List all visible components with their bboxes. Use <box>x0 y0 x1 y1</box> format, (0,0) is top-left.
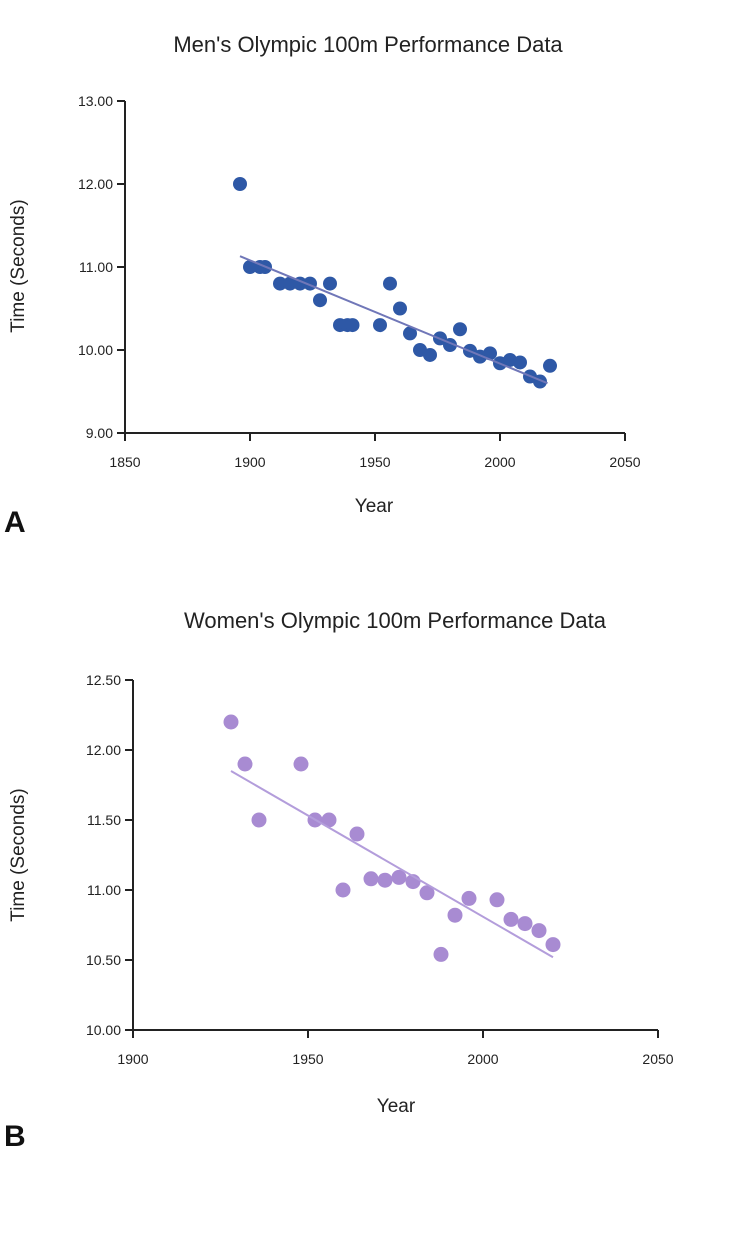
y-tick-label: 12.50 <box>86 672 121 688</box>
y-tick-label: 12.00 <box>78 176 113 192</box>
chart-b-plot: 10.00 10.50 11.00 11.50 12.00 12.50 1900 1950 20… <box>86 672 674 1067</box>
x-tick-label: 2000 <box>484 454 515 470</box>
data-point <box>321 812 337 828</box>
data-point <box>503 911 519 927</box>
x-tick-label: 2050 <box>642 1051 673 1067</box>
data-point <box>345 318 360 333</box>
y-tick-label: 11.50 <box>87 812 121 828</box>
chart-a-title: Men's Olympic 100m Performance Data <box>173 32 563 57</box>
y-tick-label: 9.00 <box>86 425 113 441</box>
data-point <box>433 946 449 962</box>
y-tick-label: 10.50 <box>86 952 121 968</box>
data-point <box>243 260 257 274</box>
x-tick-label: 1900 <box>234 454 265 470</box>
data-point <box>293 756 309 772</box>
data-point <box>237 756 253 772</box>
data-point <box>393 301 407 316</box>
panel-label-b: B <box>4 1120 26 1153</box>
chart-a-plot: 9.00 10.00 11.00 12.00 13.00 1850 1900 1950 2000… <box>78 93 641 470</box>
data-point <box>363 871 379 887</box>
data-point <box>483 346 497 361</box>
x-tick-label: 2000 <box>467 1051 498 1067</box>
data-point <box>419 885 435 901</box>
data-point <box>373 318 387 333</box>
trend-line <box>239 255 548 385</box>
y-tick-label: 12.00 <box>86 742 121 758</box>
data-point <box>543 358 557 373</box>
data-point <box>423 347 437 362</box>
data-point <box>545 937 561 953</box>
chart-b: Women's Olympic 100m Performance Data Ye… <box>4 608 674 1153</box>
data-point <box>517 916 533 932</box>
panel-label-a: A <box>4 506 26 539</box>
data-point <box>403 326 417 341</box>
x-tick-label: 2050 <box>609 454 640 470</box>
x-tick-label: 1950 <box>292 1051 323 1067</box>
data-point <box>251 812 267 828</box>
x-tick-label: 1850 <box>109 454 140 470</box>
y-tick-label: 10.00 <box>78 342 113 358</box>
y-tick-label: 10.00 <box>86 1022 121 1038</box>
chart-b-title: Women's Olympic 100m Performance Data <box>184 608 607 633</box>
data-point <box>349 826 365 842</box>
x-tick-label: 1900 <box>117 1051 148 1067</box>
data-point <box>461 890 477 906</box>
data-point <box>489 892 505 908</box>
data-point <box>273 276 287 291</box>
data-point <box>223 714 239 730</box>
data-point <box>233 177 247 191</box>
y-tick-label: 13.00 <box>78 93 113 109</box>
y-tick-label: 11.00 <box>79 259 113 275</box>
trend-line <box>230 770 554 959</box>
chart-b-x-label: Year <box>377 1096 416 1117</box>
data-point <box>335 882 351 898</box>
x-tick-label: 1950 <box>359 454 390 470</box>
data-point <box>283 276 297 291</box>
data-point <box>453 322 467 337</box>
chart-a-x-label: Year <box>355 496 394 517</box>
data-point <box>377 872 393 888</box>
data-point <box>383 276 397 291</box>
data-point <box>323 276 337 291</box>
data-point <box>447 907 463 923</box>
chart-a-y-label: Time (Seconds) <box>8 199 29 332</box>
data-point <box>513 355 527 370</box>
chart-b-y-label: Time (Seconds) <box>8 788 29 921</box>
data-point <box>531 923 547 939</box>
data-point <box>391 869 407 885</box>
y-tick-label: 11.00 <box>87 882 121 898</box>
data-point <box>313 293 327 308</box>
chart-a: Men's Olympic 100m Performance Data Year… <box>4 32 641 539</box>
